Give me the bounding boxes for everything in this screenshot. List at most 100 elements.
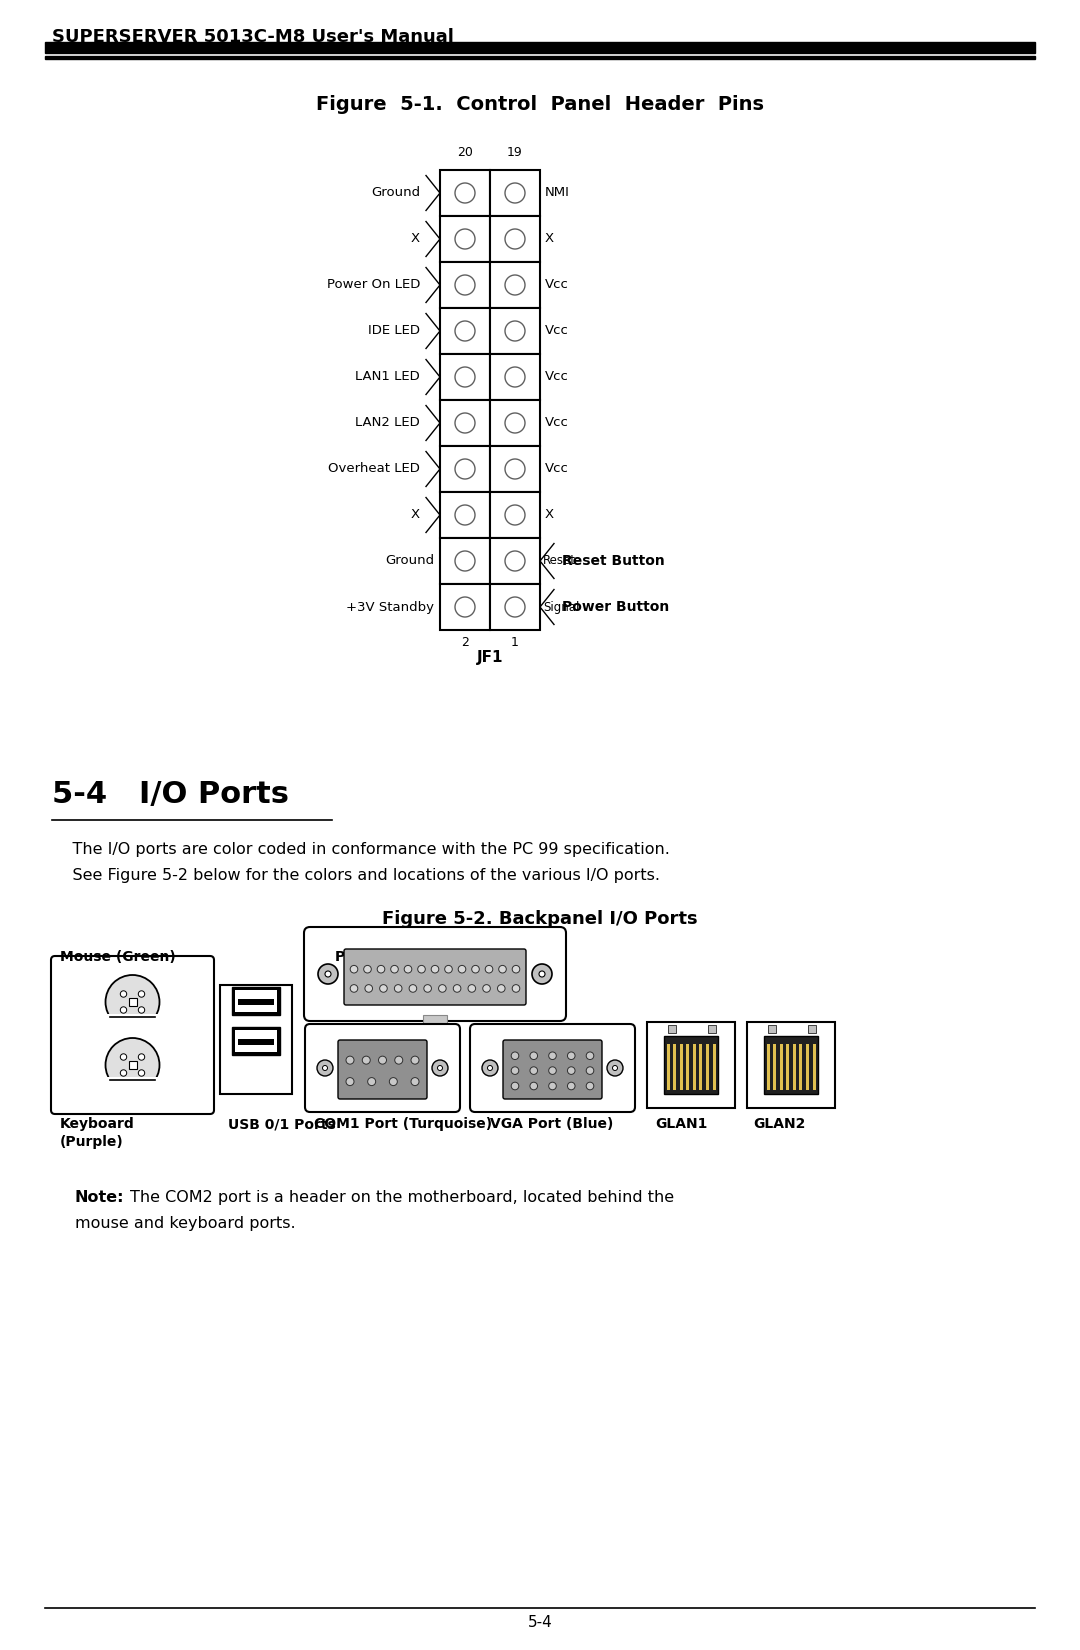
Bar [490, 492, 540, 538]
Circle shape [607, 1059, 623, 1076]
Bar [808, 1025, 816, 1033]
Circle shape [438, 985, 446, 992]
Bar [106, 1077, 160, 1092]
Bar [700, 1044, 702, 1091]
Circle shape [106, 975, 160, 1030]
Bar [440, 492, 490, 538]
Circle shape [511, 1068, 518, 1074]
Circle shape [377, 965, 384, 973]
Circle shape [512, 985, 519, 992]
Circle shape [472, 965, 480, 973]
Circle shape [483, 985, 490, 992]
Text: Vcc: Vcc [545, 325, 569, 338]
Circle shape [431, 965, 438, 973]
Text: Vcc: Vcc [545, 416, 569, 429]
Circle shape [511, 1053, 518, 1059]
Circle shape [455, 505, 475, 525]
Bar [686, 1044, 689, 1091]
Text: JF1: JF1 [476, 650, 503, 665]
Circle shape [532, 964, 552, 983]
Text: Reset Button: Reset Button [562, 554, 665, 568]
Circle shape [120, 990, 126, 997]
Bar [45, 56, 1035, 59]
Circle shape [586, 1082, 594, 1089]
Circle shape [455, 276, 475, 295]
Circle shape [530, 1082, 538, 1089]
Circle shape [511, 1082, 518, 1089]
Bar [812, 1044, 815, 1091]
Bar [666, 1044, 670, 1091]
Circle shape [391, 965, 399, 973]
Bar [780, 1044, 783, 1091]
Circle shape [499, 965, 507, 973]
Bar [440, 399, 490, 446]
Bar [692, 1044, 696, 1091]
Bar [768, 1025, 777, 1033]
Text: GLAN2: GLAN2 [753, 1117, 806, 1130]
FancyBboxPatch shape [305, 1025, 460, 1112]
Bar [232, 1026, 280, 1054]
Bar [440, 584, 490, 630]
Text: Mouse (Green): Mouse (Green) [60, 950, 176, 964]
Bar [440, 170, 490, 216]
Circle shape [378, 1056, 387, 1064]
Circle shape [350, 985, 357, 992]
Text: Overheat LED: Overheat LED [328, 462, 420, 475]
Circle shape [455, 229, 475, 249]
Bar [669, 1025, 676, 1033]
Circle shape [498, 985, 505, 992]
Circle shape [485, 965, 492, 973]
Circle shape [505, 322, 525, 342]
Bar [423, 1015, 447, 1092]
FancyBboxPatch shape [51, 955, 214, 1114]
Text: See Figure 5-2 below for the colors and locations of the various I/O ports.: See Figure 5-2 below for the colors and … [52, 868, 660, 883]
Text: 5-4: 5-4 [528, 1615, 552, 1630]
Text: (Purple): (Purple) [60, 1135, 124, 1148]
Circle shape [380, 985, 388, 992]
Bar [767, 1044, 769, 1091]
Circle shape [138, 1054, 145, 1061]
FancyBboxPatch shape [647, 1021, 735, 1109]
Bar [673, 1044, 676, 1091]
Bar [490, 538, 540, 584]
Bar [708, 1025, 716, 1033]
FancyBboxPatch shape [220, 985, 292, 1094]
Circle shape [455, 183, 475, 203]
Circle shape [530, 1053, 538, 1059]
Circle shape [505, 459, 525, 478]
Circle shape [539, 970, 545, 977]
Circle shape [138, 990, 145, 997]
Text: Keyboard: Keyboard [60, 1117, 135, 1130]
Circle shape [138, 1006, 145, 1013]
Circle shape [512, 965, 519, 973]
Circle shape [318, 1059, 333, 1076]
Circle shape [325, 970, 330, 977]
Bar [793, 1044, 796, 1091]
Bar [806, 1044, 809, 1091]
Circle shape [138, 1069, 145, 1076]
Circle shape [567, 1053, 575, 1059]
Circle shape [455, 551, 475, 571]
FancyBboxPatch shape [503, 1040, 602, 1099]
Bar [764, 1036, 818, 1094]
Bar [440, 355, 490, 399]
Text: SUPERSERVER 5013C-M8 User's Manual: SUPERSERVER 5013C-M8 User's Manual [52, 28, 454, 46]
Circle shape [586, 1053, 594, 1059]
Circle shape [455, 597, 475, 617]
Text: Signal: Signal [543, 601, 579, 614]
Text: X: X [545, 508, 554, 521]
Circle shape [389, 1077, 397, 1086]
Circle shape [505, 597, 525, 617]
Bar [706, 1044, 708, 1091]
Bar [238, 998, 274, 1005]
Circle shape [367, 1077, 376, 1086]
Circle shape [120, 1069, 126, 1076]
Circle shape [505, 276, 525, 295]
Text: 2: 2 [461, 635, 469, 648]
Bar [232, 987, 280, 1015]
Circle shape [567, 1082, 575, 1089]
FancyBboxPatch shape [747, 1021, 835, 1109]
Circle shape [455, 322, 475, 342]
Bar [664, 1036, 718, 1094]
Text: Note:: Note: [75, 1190, 124, 1204]
